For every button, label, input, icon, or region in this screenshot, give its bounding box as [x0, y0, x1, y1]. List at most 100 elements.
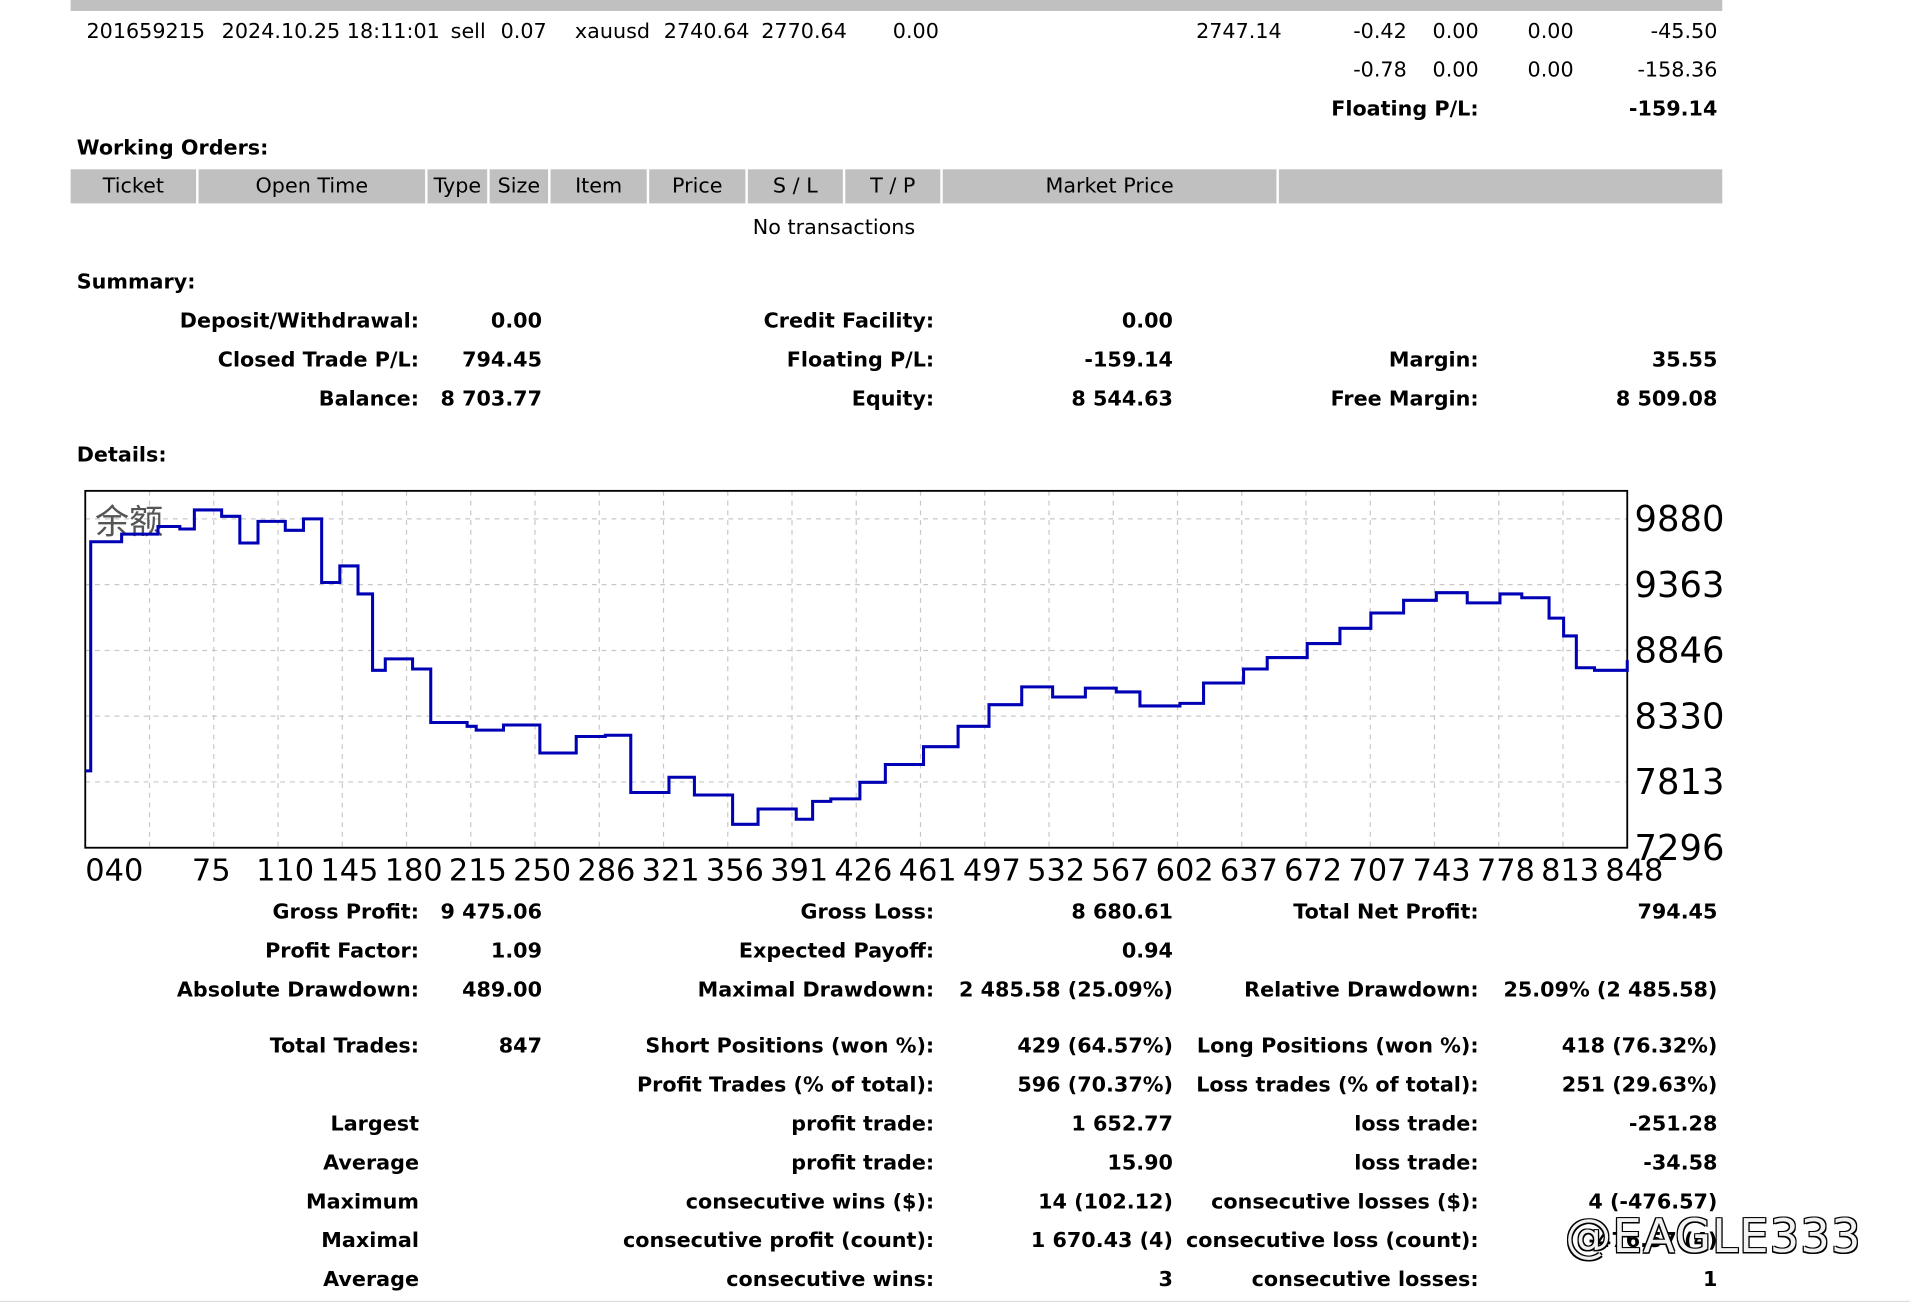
watermark: @EAGLE333 — [1565, 1209, 1862, 1264]
equity-label: Equity: — [851, 387, 935, 412]
margin-value: 35.55 — [1651, 348, 1718, 373]
summary-floating-value: -159.14 — [1084, 348, 1173, 373]
balance-line — [85, 508, 1629, 826]
stat-label-a: Absolute Drawdown: — [176, 978, 419, 1003]
no-transactions-text: No transactions — [752, 215, 916, 240]
stat-label-c: consecutive loss (count): — [1186, 1228, 1479, 1254]
stat-label-b: Maximal Drawdown: — [697, 978, 935, 1003]
stat-label-b: consecutive wins: — [726, 1267, 935, 1293]
stat-label-c: Long Positions (won %): — [1196, 1034, 1479, 1059]
stat-label-b: consecutive wins ($): — [685, 1189, 935, 1215]
cell-market-price: 2747.14 — [1196, 19, 1282, 44]
stat-value-b: 2 485.58 (25.09%) — [959, 978, 1173, 1003]
stat-label-c: Loss trades (% of total): — [1196, 1073, 1479, 1098]
stat-value-a: 847 — [498, 1034, 543, 1059]
x-tick-label: 040 — [85, 854, 143, 883]
balance-label: Balance: — [318, 387, 419, 412]
stat-value-b: 1 652.77 — [1071, 1112, 1173, 1137]
col-header-price: Price — [649, 169, 746, 204]
col-header-sl: S / L — [747, 169, 843, 204]
stat-label-b: Expected Payoff: — [738, 939, 935, 964]
x-tick-label: 707 — [1348, 854, 1406, 883]
stat-value-c: 251 (29.63%) — [1561, 1073, 1718, 1098]
cell-size: 0.07 — [500, 19, 547, 44]
stat-label-b: Gross Loss: — [800, 900, 935, 925]
y-tick-label: 7813 — [1635, 762, 1725, 803]
x-tick-label: 813 — [1541, 854, 1599, 883]
summary-floating-label: Floating P/L: — [786, 348, 935, 373]
stat-value-c: -476.57 (4) — [1588, 1228, 1718, 1254]
bottom-divider — [0, 1300, 1910, 1303]
stat-value-c: -251.28 — [1628, 1112, 1718, 1137]
stat-label-b: Short Positions (won %): — [645, 1034, 935, 1059]
cell-open-time: 2024.10.25 18:11:01 — [221, 19, 440, 44]
floating-pl-label: Floating P/L: — [1331, 97, 1479, 122]
y-tick-label: 8846 — [1635, 631, 1725, 672]
stat-value-b: 3 — [1158, 1267, 1173, 1293]
cell-type: sell — [450, 19, 486, 44]
x-tick-label: 602 — [1156, 854, 1214, 883]
x-tick-label: 743 — [1413, 854, 1471, 883]
cell-price: 2740.64 — [663, 19, 750, 44]
credit-label: Credit Facility: — [763, 309, 935, 334]
x-tick-label: 778 — [1477, 854, 1535, 883]
cell-swap: 0.00 — [1527, 19, 1574, 44]
col-header-tp: T / P — [845, 169, 941, 204]
x-tick-label: 145 — [320, 854, 378, 883]
summary-title: Summary: — [76, 270, 196, 295]
stat-label-a: Largest — [330, 1112, 419, 1137]
x-tick-label: 391 — [770, 854, 828, 883]
stat-label-c: Relative Drawdown: — [1244, 978, 1479, 1003]
equity-value: 8 544.63 — [1071, 387, 1173, 412]
col-header-item: Item — [550, 169, 647, 204]
stat-value-c: 794.45 — [1637, 900, 1718, 925]
y-tick-label: 8330 — [1635, 696, 1725, 737]
stat-label-a: Maximum — [306, 1189, 419, 1215]
stat-label-b: consecutive profit (count): — [623, 1228, 935, 1254]
x-tick-label: 567 — [1091, 854, 1149, 883]
stat-value-b: 596 (70.37%) — [1017, 1073, 1173, 1098]
x-tick-label: 461 — [899, 854, 957, 883]
chart-title: 余额 — [95, 502, 163, 542]
details-title: Details: — [76, 443, 167, 468]
stat-label-b: Profit Trades (% of total): — [636, 1073, 935, 1098]
stat-value-b: 1 670.43 (4) — [1030, 1228, 1173, 1254]
stat-label-a: Gross Profit: — [272, 900, 419, 925]
stat-value-c: 418 (76.32%) — [1561, 1034, 1718, 1059]
cell-commission: -0.42 — [1353, 19, 1407, 44]
stat-value-c: 25.09% (2 485.58) — [1503, 978, 1718, 1003]
stat-label-c: loss trade: — [1354, 1112, 1479, 1137]
stat-label-a: Total Trades: — [269, 1034, 419, 1059]
x-tick-label: 180 — [385, 854, 443, 883]
stat-label-c: consecutive losses ($): — [1211, 1189, 1479, 1215]
free-margin-value: 8 509.08 — [1615, 387, 1718, 412]
x-tick-label: 321 — [642, 854, 700, 883]
deposit-label: Deposit/Withdrawal: — [179, 309, 419, 334]
col-header-type: Type — [427, 169, 488, 204]
free-margin-label: Free Margin: — [1330, 387, 1479, 412]
col-header-blank — [1278, 169, 1723, 204]
stat-label-b: profit trade: — [791, 1151, 935, 1176]
x-tick-label: 672 — [1284, 854, 1342, 883]
x-tick-label: 356 — [706, 854, 764, 883]
stat-value-b: 15.90 — [1107, 1151, 1173, 1176]
x-tick-label: 75 — [192, 854, 231, 883]
total-profit: -158.36 — [1637, 58, 1718, 83]
x-tick-label: 215 — [449, 854, 507, 883]
balance-chart: 余额 9880 9363 8846 8330 7813 7296 040 75 110 145 1… — [84, 489, 1725, 883]
working-orders-title: Working Orders: — [76, 136, 269, 161]
cell-profit: -45.50 — [1650, 19, 1718, 44]
stat-value-c: 1 — [1702, 1267, 1718, 1293]
col-header-size: Size — [489, 169, 549, 204]
x-tick-label: 637 — [1220, 854, 1278, 883]
x-tick-label: 532 — [1027, 854, 1085, 883]
x-tick-label: 250 — [513, 854, 571, 883]
closed-pl-value: 794.45 — [462, 348, 543, 373]
balance-value: 8 703.77 — [440, 387, 543, 412]
cell-ticket: 201659215 — [86, 19, 206, 44]
stat-label-c: Total Net Profit: — [1293, 900, 1479, 925]
col-header-open-time: Open Time — [198, 169, 426, 204]
x-tick-label: 426 — [834, 854, 892, 883]
col-header-market-price: Market Price — [942, 169, 1277, 204]
stat-value-b: 429 (64.57%) — [1017, 1034, 1173, 1059]
